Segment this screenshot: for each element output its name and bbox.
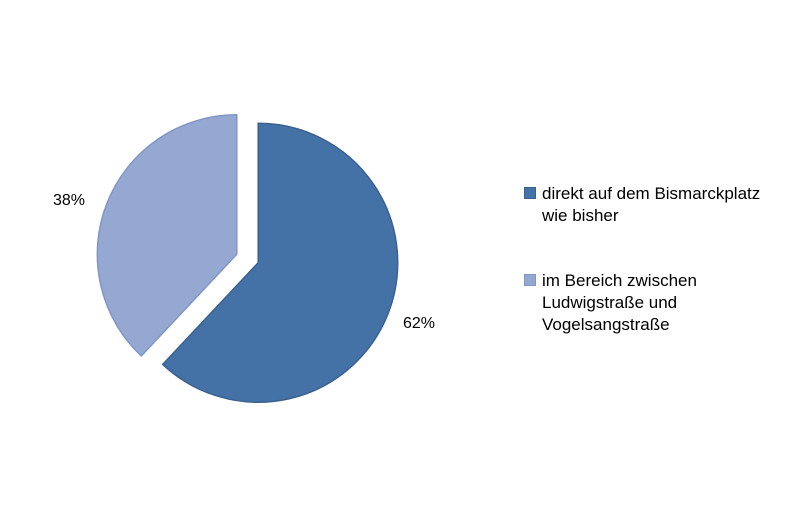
legend-item-bismarckplatz: direkt auf dem Bismarckplatz wie bisher [524, 183, 796, 227]
data-label-38-percent: 38% [53, 192, 86, 209]
legend-label-bismarckplatz: direkt auf dem Bismarckplatz wie bisher [542, 184, 761, 225]
pie-slice-bismarckplatz [161, 122, 399, 403]
legend-label-ludwigstrasse: im Bereich zwischen Ludwigstraße und Vog… [542, 271, 697, 334]
legend-item-ludwigstrasse: im Bereich zwischen Ludwigstraße und Vog… [524, 270, 796, 336]
pie-slice-ludwigstrasse [96, 114, 238, 357]
legend-swatch-light-blue-icon [524, 274, 536, 286]
legend: direkt auf dem Bismarckplatz wie bisher … [524, 183, 796, 336]
data-label-62-percent: 62% [403, 315, 436, 332]
legend-swatch-dark-blue-icon [524, 187, 536, 199]
